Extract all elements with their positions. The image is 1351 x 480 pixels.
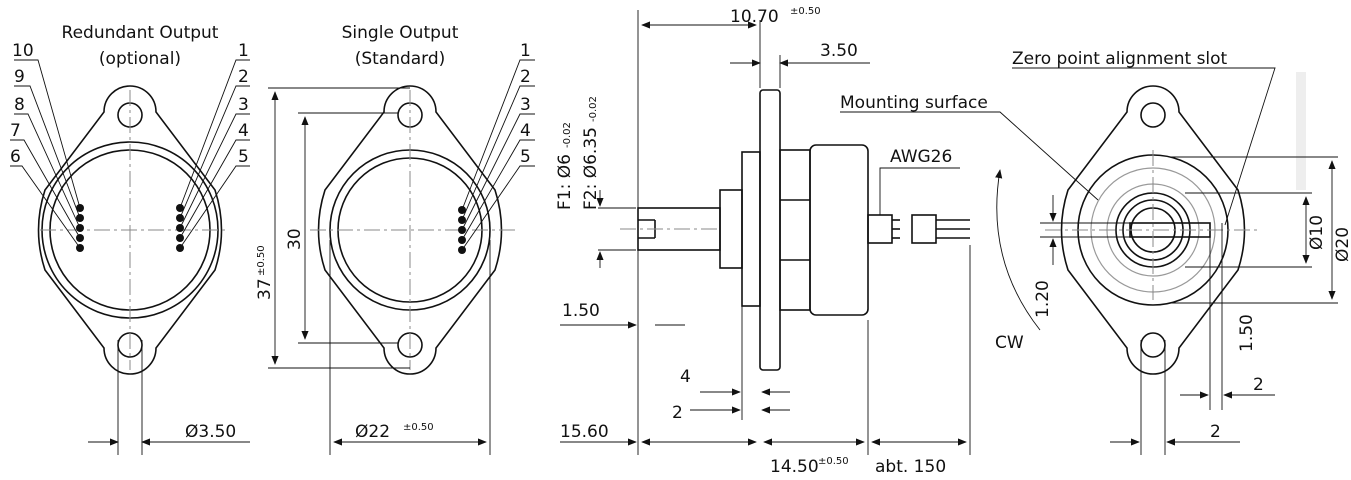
dimension: 3.50 bbox=[820, 41, 858, 61]
pin-label: 7 bbox=[10, 121, 21, 141]
pin-label: 5 bbox=[520, 147, 531, 167]
dimension: 2 bbox=[1210, 422, 1221, 442]
side-view: 10.70 ±0.50 3.50 F1: Ø6 -0.02 F2: Ø6.35 -0… bbox=[555, 6, 1041, 477]
pin-label: 1 bbox=[520, 41, 531, 61]
dimension: 30 bbox=[285, 228, 305, 250]
tolerance: -0.02 bbox=[562, 122, 573, 148]
pin-label: 3 bbox=[520, 95, 531, 115]
callout: Mounting surface bbox=[840, 93, 988, 113]
middle-view: Single Output (Standard) 1 2 3 4 5 37 ±0.… bbox=[255, 23, 535, 455]
view-subtitle: (optional) bbox=[99, 49, 181, 69]
pin-label: 10 bbox=[12, 41, 34, 61]
pin-label: 8 bbox=[14, 95, 25, 115]
tolerance: ±0.50 bbox=[818, 456, 849, 467]
pin-label: 3 bbox=[238, 95, 249, 115]
dimension: 15.60 bbox=[560, 422, 609, 442]
pin-label: 4 bbox=[238, 121, 249, 141]
right-view: Mounting surface Zero point alignment sl… bbox=[840, 49, 1351, 455]
tolerance: ±0.50 bbox=[790, 6, 821, 17]
tolerance: -0.02 bbox=[588, 96, 599, 122]
dimension: F1: Ø6 bbox=[555, 154, 575, 210]
wire-gauge: AWG26 bbox=[890, 147, 952, 167]
dimension: 10.70 bbox=[730, 7, 779, 27]
dimension: 1.50 bbox=[562, 301, 600, 321]
dimension: 37 bbox=[255, 278, 275, 300]
view-title: Redundant Output bbox=[62, 23, 219, 43]
pin-label: 4 bbox=[520, 121, 531, 141]
tolerance: ±0.50 bbox=[403, 422, 434, 433]
dimension: Ø22 bbox=[355, 422, 390, 442]
callout: Zero point alignment slot bbox=[1012, 49, 1228, 69]
left-view: Redundant Output (optional) 10 9 8 7 6 1… bbox=[10, 23, 250, 455]
rotation-label: CW bbox=[995, 333, 1024, 353]
pin-label: 5 bbox=[238, 147, 249, 167]
dimension: 2 bbox=[1253, 375, 1264, 395]
pin-label: 2 bbox=[520, 67, 531, 87]
dimension: 2 bbox=[672, 403, 683, 423]
pin-label: 6 bbox=[10, 147, 21, 167]
pin-label: 2 bbox=[238, 67, 249, 87]
dimension: abt. 150 bbox=[875, 457, 946, 477]
dimension: Ø20 bbox=[1333, 227, 1351, 262]
tolerance: ±0.50 bbox=[256, 245, 267, 276]
dimension: Ø10 bbox=[1307, 215, 1327, 250]
view-title: Single Output bbox=[342, 23, 459, 43]
pin-label: 9 bbox=[14, 67, 25, 87]
dimension: 1.20 bbox=[1033, 280, 1053, 318]
dimension: 1.50 bbox=[1237, 314, 1257, 352]
dimension: Ø3.50 bbox=[185, 422, 236, 442]
dimension: F2: Ø6.35 bbox=[581, 127, 601, 210]
dimension: 14.50 bbox=[770, 457, 819, 477]
pin-label: 1 bbox=[238, 41, 249, 61]
view-subtitle: (Standard) bbox=[355, 49, 446, 69]
dimension: 4 bbox=[680, 367, 691, 387]
